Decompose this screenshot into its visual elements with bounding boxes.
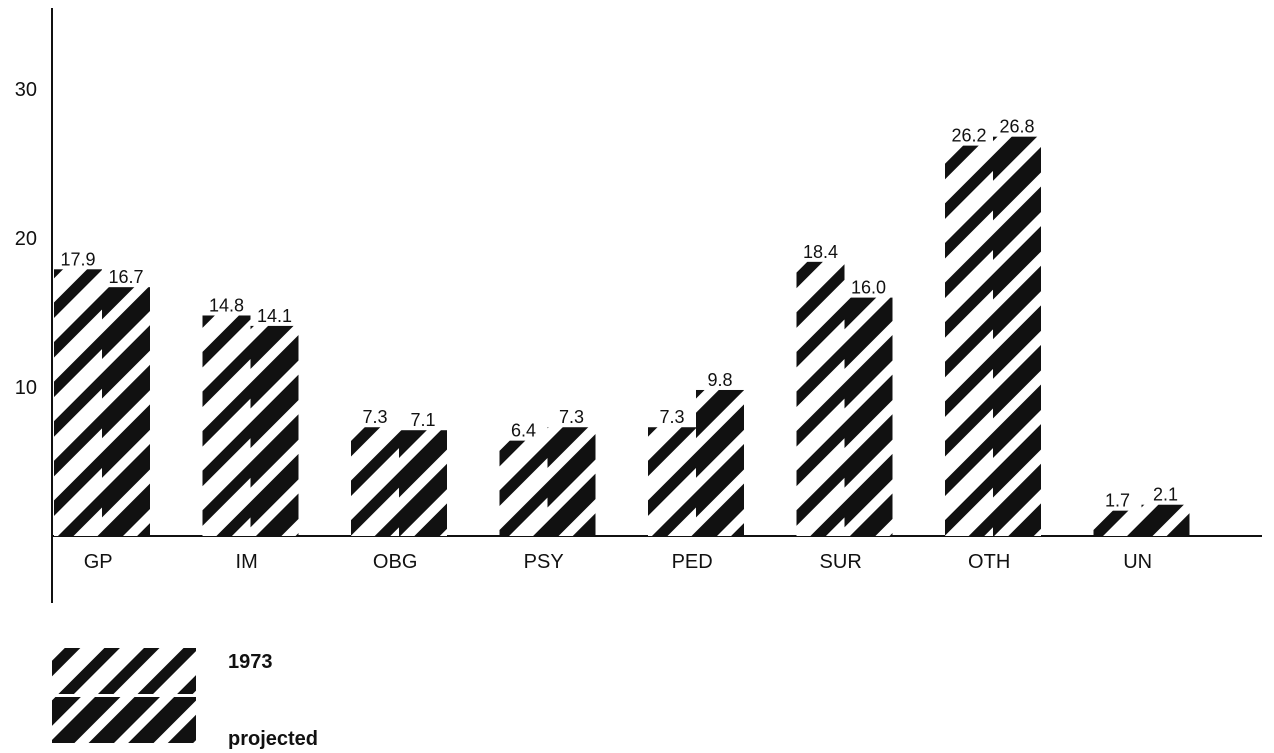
bar-gp-projected [102, 287, 150, 536]
category-label-sur: SUR [820, 551, 862, 573]
bar-label-gp-projected: 16.7 [108, 267, 143, 287]
bar-psy-projected [547, 427, 596, 536]
legend-swatch-projected [52, 697, 196, 743]
legend-label-projected: projected [228, 728, 318, 750]
bar-un-projected [1141, 504, 1190, 536]
legend-label-1973: 1973 [228, 651, 273, 673]
y-tick-label-10: 10 [15, 377, 37, 399]
bar-label-un-1973: 1.7 [1105, 491, 1130, 511]
bar-oth-1973 [945, 145, 993, 536]
bar-ped-1973 [648, 427, 696, 536]
bar-label-un-projected: 2.1 [1153, 485, 1178, 505]
bar-label-obg-projected: 7.1 [410, 410, 435, 430]
bar-sur-projected [844, 297, 893, 536]
category-label-im: IM [236, 551, 258, 573]
bar-label-ped-1973: 7.3 [659, 407, 684, 427]
bar-im-projected [250, 325, 299, 536]
y-axis-ticks: 10 20 30 [15, 79, 37, 399]
category-labels: GP IM OBG PSY PED SUR OTH UN [84, 551, 1152, 573]
category-label-gp: GP [84, 551, 113, 573]
bar-obg-projected [399, 430, 447, 536]
bars: 17.9 16.7 14.8 14.1 7.3 7.1 6.4 7.3 7.3 9.8 18.4 16… [54, 117, 1190, 536]
bar-oth-projected [993, 136, 1041, 536]
bar-label-psy-1973: 6.4 [511, 421, 536, 441]
bar-label-im-projected: 14.1 [257, 306, 292, 326]
bar-label-psy-projected: 7.3 [559, 407, 584, 427]
category-label-un: UN [1123, 551, 1152, 573]
bar-label-obg-1973: 7.3 [362, 407, 387, 427]
bar-label-oth-projected: 26.8 [999, 117, 1034, 137]
legend-swatch-1973 [52, 648, 196, 694]
bar-gp-1973 [54, 269, 102, 536]
bar-un-1973 [1093, 510, 1142, 536]
bar-ped-projected [696, 389, 744, 536]
bar-label-sur-1973: 18.4 [803, 242, 838, 262]
bar-label-im-1973: 14.8 [209, 295, 244, 315]
bar-sur-1973 [796, 261, 845, 536]
category-label-ped: PED [672, 551, 713, 573]
bar-label-oth-1973: 26.2 [951, 126, 986, 146]
legend: 1973 projected [52, 648, 318, 750]
bar-psy-1973 [499, 440, 548, 536]
bar-label-sur-projected: 16.0 [851, 278, 886, 298]
bar-im-1973 [202, 315, 251, 536]
category-label-oth: OTH [968, 551, 1010, 573]
bar-label-ped-projected: 9.8 [707, 370, 732, 390]
category-label-obg: OBG [373, 551, 417, 573]
y-tick-label-20: 20 [15, 228, 37, 250]
y-tick-label-30: 30 [15, 79, 37, 101]
bar-obg-1973 [351, 427, 399, 536]
category-label-psy: PSY [524, 551, 564, 573]
bar-label-gp-1973: 17.9 [60, 249, 95, 269]
